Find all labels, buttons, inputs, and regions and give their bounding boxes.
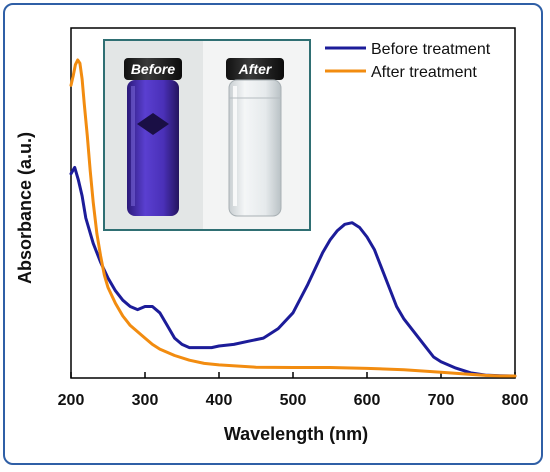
x-tick-labels: 200 300 400 500 600 700 800 (58, 392, 529, 409)
x-tick-label: 200 (58, 392, 85, 409)
x-tick-label: 300 (132, 392, 159, 409)
inset-label-before: Before (131, 61, 176, 77)
inset-photo: Before After (103, 39, 311, 231)
legend-label-after: After treatment (371, 64, 477, 81)
series-layer (69, 58, 517, 378)
axes (70, 27, 516, 379)
x-tick-label: 500 (280, 392, 307, 409)
x-tick-label: 700 (428, 392, 455, 409)
series-line-after (69, 58, 517, 378)
x-tick-label: 800 (502, 392, 529, 409)
x-tick-label: 600 (354, 392, 381, 409)
before-vial (124, 58, 182, 216)
x-tick-label: 400 (206, 392, 233, 409)
x-axis-label: Wavelength (nm) (224, 424, 368, 444)
series-line-before (69, 165, 517, 378)
legend-label-before: Before treatment (371, 41, 491, 58)
legend: Before treatment After treatment (325, 41, 491, 81)
after-vial (226, 58, 284, 217)
y-axis-label: Absorbance (a.u.) (15, 132, 35, 284)
inset-label-after: After (238, 61, 273, 77)
